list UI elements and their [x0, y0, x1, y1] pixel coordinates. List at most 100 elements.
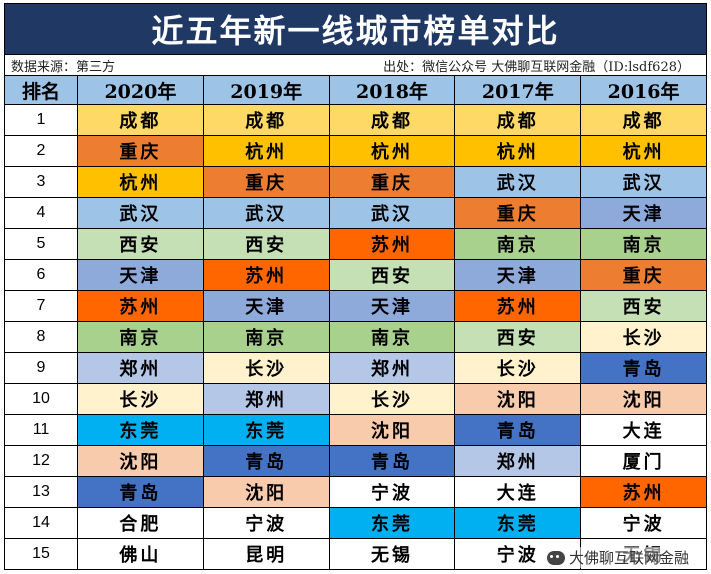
- city-cell: 长沙: [202, 352, 330, 384]
- city-cell: 青岛: [77, 476, 204, 508]
- city-cell: 苏州: [328, 228, 456, 260]
- watermark-text: 大佛聊互联网金融: [568, 549, 689, 567]
- city-cell: 南京: [202, 321, 330, 353]
- rank-cell: 12: [4, 445, 78, 477]
- city-cell: 宁波: [580, 507, 707, 539]
- city-cell: 天津: [454, 259, 582, 291]
- data-source-note: 数据来源：第三方: [11, 59, 116, 75]
- city-cell: 成都: [580, 104, 707, 136]
- city-cell: 厦门: [580, 445, 707, 477]
- table-row: 14 合肥 宁波 东莞 东莞 宁波: [4, 507, 707, 539]
- city-cell: 宁波: [328, 476, 456, 508]
- rank-cell: 6: [4, 259, 78, 291]
- city-cell: 重庆: [328, 166, 456, 198]
- attribution-note: 出处：微信公众号 大佛聊互联网金融（ID:lsdf628）: [383, 59, 690, 75]
- city-cell: 长沙: [454, 352, 582, 384]
- rank-header: 排名: [4, 75, 78, 105]
- rank-cell: 15: [4, 538, 78, 570]
- rank-cell: 1: [4, 104, 78, 136]
- city-cell: 大连: [454, 476, 582, 508]
- city-cell: 天津: [77, 259, 204, 291]
- watermark: 大佛聊互联网金融: [546, 547, 689, 568]
- city-cell: 南京: [580, 228, 707, 260]
- city-cell: 郑州: [77, 352, 204, 384]
- city-cell: 郑州: [454, 445, 582, 477]
- city-cell: 杭州: [580, 135, 707, 167]
- rank-cell: 11: [4, 414, 78, 446]
- city-cell: 郑州: [328, 352, 456, 384]
- rank-cell: 2: [4, 135, 78, 167]
- city-cell: 西安: [580, 290, 707, 322]
- city-cell: 沈阳: [580, 383, 707, 415]
- year-header: 2019年: [202, 75, 330, 105]
- city-cell: 沈阳: [454, 383, 582, 415]
- city-cell: 宁波: [202, 507, 330, 539]
- city-cell: 大连: [580, 414, 707, 446]
- ranking-sheet: 近五年新一线城市榜单对比 数据来源：第三方 出处：微信公众号 大佛聊互联网金融（…: [4, 3, 707, 570]
- city-cell: 东莞: [328, 507, 456, 539]
- city-cell: 沈阳: [328, 414, 456, 446]
- city-cell: 郑州: [202, 383, 330, 415]
- city-cell: 南京: [454, 228, 582, 260]
- city-cell: 佛山: [77, 538, 204, 570]
- city-cell: 无锡: [328, 538, 456, 570]
- city-cell: 武汉: [580, 166, 707, 198]
- wechat-icon: [546, 550, 565, 565]
- table-row: 5 西安 西安 苏州 南京 南京: [4, 228, 707, 260]
- city-cell: 青岛: [580, 352, 707, 384]
- table-header-row: 排名 2020年 2019年 2018年 2017年 2016年: [4, 75, 707, 105]
- city-cell: 武汉: [454, 166, 582, 198]
- city-cell: 东莞: [77, 414, 204, 446]
- city-cell: 天津: [202, 290, 330, 322]
- table-row: 11 东莞 东莞 沈阳 青岛 大连: [4, 414, 707, 446]
- city-cell: 武汉: [202, 197, 330, 229]
- table-row: 13 青岛 沈阳 宁波 大连 苏州: [4, 476, 707, 508]
- city-cell: 南京: [328, 321, 456, 353]
- year-header: 2018年: [328, 75, 456, 105]
- city-cell: 重庆: [580, 259, 707, 291]
- source-line: 数据来源：第三方 出处：微信公众号 大佛聊互联网金融（ID:lsdf628）: [4, 55, 707, 75]
- city-cell: 昆明: [202, 538, 330, 570]
- city-cell: 长沙: [77, 383, 204, 415]
- city-cell: 武汉: [77, 197, 204, 229]
- table-row: 2 重庆 杭州 杭州 杭州 杭州: [4, 135, 707, 167]
- ranking-table: 排名 2020年 2019年 2018年 2017年 2016年 1 成都 成都 成都…: [4, 75, 707, 570]
- sheet-title: 近五年新一线城市榜单对比: [4, 3, 707, 55]
- table-row: 8 南京 南京 南京 西安 长沙: [4, 321, 707, 353]
- city-cell: 西安: [202, 228, 330, 260]
- city-cell: 长沙: [580, 321, 707, 353]
- city-cell: 杭州: [202, 135, 330, 167]
- city-cell: 沈阳: [202, 476, 330, 508]
- city-cell: 南京: [77, 321, 204, 353]
- table-row: 7 苏州 天津 天津 苏州 西安: [4, 290, 707, 322]
- rank-cell: 5: [4, 228, 78, 260]
- city-cell: 成都: [454, 104, 582, 136]
- city-cell: 长沙: [328, 383, 456, 415]
- table-row: 4 武汉 武汉 武汉 重庆 天津: [4, 197, 707, 229]
- city-cell: 武汉: [328, 197, 456, 229]
- city-cell: 苏州: [77, 290, 204, 322]
- rank-cell: 8: [4, 321, 78, 353]
- table-row: 12 沈阳 青岛 青岛 郑州 厦门: [4, 445, 707, 477]
- rank-cell: 4: [4, 197, 78, 229]
- table-row: 3 杭州 重庆 重庆 武汉 武汉: [4, 166, 707, 198]
- city-cell: 杭州: [328, 135, 456, 167]
- rank-cell: 9: [4, 352, 78, 384]
- city-cell: 杭州: [77, 166, 204, 198]
- city-cell: 青岛: [454, 414, 582, 446]
- city-cell: 沈阳: [77, 445, 204, 477]
- table-row: 10 长沙 郑州 长沙 沈阳 沈阳: [4, 383, 707, 415]
- table-row: 6 天津 苏州 西安 天津 重庆: [4, 259, 707, 291]
- year-header: 2017年: [454, 75, 582, 105]
- rank-cell: 7: [4, 290, 78, 322]
- year-header: 2016年: [580, 75, 707, 105]
- city-cell: 西安: [328, 259, 456, 291]
- city-cell: 苏州: [202, 259, 330, 291]
- city-cell: 成都: [202, 104, 330, 136]
- rank-cell: 10: [4, 383, 78, 415]
- rank-cell: 3: [4, 166, 78, 198]
- city-cell: 东莞: [454, 507, 582, 539]
- city-cell: 西安: [77, 228, 204, 260]
- table-row: 9 郑州 长沙 郑州 长沙 青岛: [4, 352, 707, 384]
- city-cell: 东莞: [202, 414, 330, 446]
